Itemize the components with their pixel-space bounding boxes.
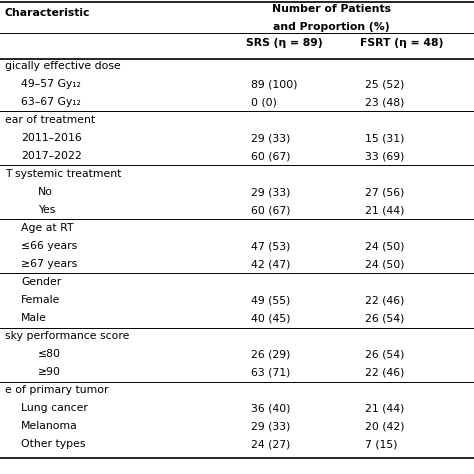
Text: No: No bbox=[38, 187, 53, 197]
Text: 25 (52): 25 (52) bbox=[365, 79, 404, 89]
Text: Melanoma: Melanoma bbox=[21, 421, 78, 431]
Text: 22 (46): 22 (46) bbox=[365, 367, 404, 377]
Text: 24 (50): 24 (50) bbox=[365, 259, 404, 269]
Text: ≥67 years: ≥67 years bbox=[21, 259, 78, 269]
Text: Characteristic: Characteristic bbox=[5, 8, 90, 18]
Text: Male: Male bbox=[21, 313, 47, 323]
Text: Yes: Yes bbox=[38, 205, 55, 215]
Text: Lung cancer: Lung cancer bbox=[21, 403, 88, 413]
Text: 33 (69): 33 (69) bbox=[365, 151, 404, 161]
Text: ≥90: ≥90 bbox=[38, 367, 61, 377]
Text: 26 (29): 26 (29) bbox=[251, 349, 291, 359]
Text: Gender: Gender bbox=[21, 277, 62, 287]
Text: 29 (33): 29 (33) bbox=[251, 133, 291, 143]
Text: ear of treatment: ear of treatment bbox=[5, 115, 95, 125]
Text: ≤66 years: ≤66 years bbox=[21, 241, 78, 251]
Text: 22 (46): 22 (46) bbox=[365, 295, 404, 305]
Text: 26 (54): 26 (54) bbox=[365, 313, 404, 323]
Text: 29 (33): 29 (33) bbox=[251, 187, 291, 197]
Text: 2017–2022: 2017–2022 bbox=[21, 151, 82, 161]
Text: Other types: Other types bbox=[21, 439, 86, 449]
Text: 0 (0): 0 (0) bbox=[251, 97, 277, 107]
Text: 15 (31): 15 (31) bbox=[365, 133, 404, 143]
Text: 36 (40): 36 (40) bbox=[251, 403, 291, 413]
Text: 24 (50): 24 (50) bbox=[365, 241, 404, 251]
Text: 24 (27): 24 (27) bbox=[251, 439, 291, 449]
Text: 63–67 Gy₁₂: 63–67 Gy₁₂ bbox=[21, 97, 81, 107]
Text: 21 (44): 21 (44) bbox=[365, 403, 404, 413]
Text: 20 (42): 20 (42) bbox=[365, 421, 404, 431]
Text: 27 (56): 27 (56) bbox=[365, 187, 404, 197]
Text: 49 (55): 49 (55) bbox=[251, 295, 291, 305]
Text: 40 (45): 40 (45) bbox=[251, 313, 291, 323]
Text: 42 (47): 42 (47) bbox=[251, 259, 291, 269]
Text: 23 (48): 23 (48) bbox=[365, 97, 404, 107]
Text: and Proportion (%): and Proportion (%) bbox=[273, 22, 390, 32]
Text: 21 (44): 21 (44) bbox=[365, 205, 404, 215]
Text: Number of Patients: Number of Patients bbox=[272, 4, 392, 14]
Text: 47 (53): 47 (53) bbox=[251, 241, 291, 251]
Text: FSRT (η = 48): FSRT (η = 48) bbox=[360, 38, 444, 48]
Text: e of primary tumor: e of primary tumor bbox=[5, 385, 108, 395]
Text: 89 (100): 89 (100) bbox=[251, 79, 298, 89]
Text: 63 (71): 63 (71) bbox=[251, 367, 291, 377]
Text: 60 (67): 60 (67) bbox=[251, 205, 291, 215]
Text: Age at RT: Age at RT bbox=[21, 223, 74, 233]
Text: gically effective dose: gically effective dose bbox=[5, 61, 120, 71]
Text: sky performance score: sky performance score bbox=[5, 331, 129, 341]
Text: SRS (η = 89): SRS (η = 89) bbox=[246, 38, 323, 48]
Text: 60 (67): 60 (67) bbox=[251, 151, 291, 161]
Text: T systemic treatment: T systemic treatment bbox=[5, 169, 121, 179]
Text: 7 (15): 7 (15) bbox=[365, 439, 398, 449]
Text: 2011–2016: 2011–2016 bbox=[21, 133, 82, 143]
Text: 29 (33): 29 (33) bbox=[251, 421, 291, 431]
Text: 26 (54): 26 (54) bbox=[365, 349, 404, 359]
Text: ≤80: ≤80 bbox=[38, 349, 61, 359]
Text: 49–57 Gy₁₂: 49–57 Gy₁₂ bbox=[21, 79, 81, 89]
Text: Female: Female bbox=[21, 295, 61, 305]
